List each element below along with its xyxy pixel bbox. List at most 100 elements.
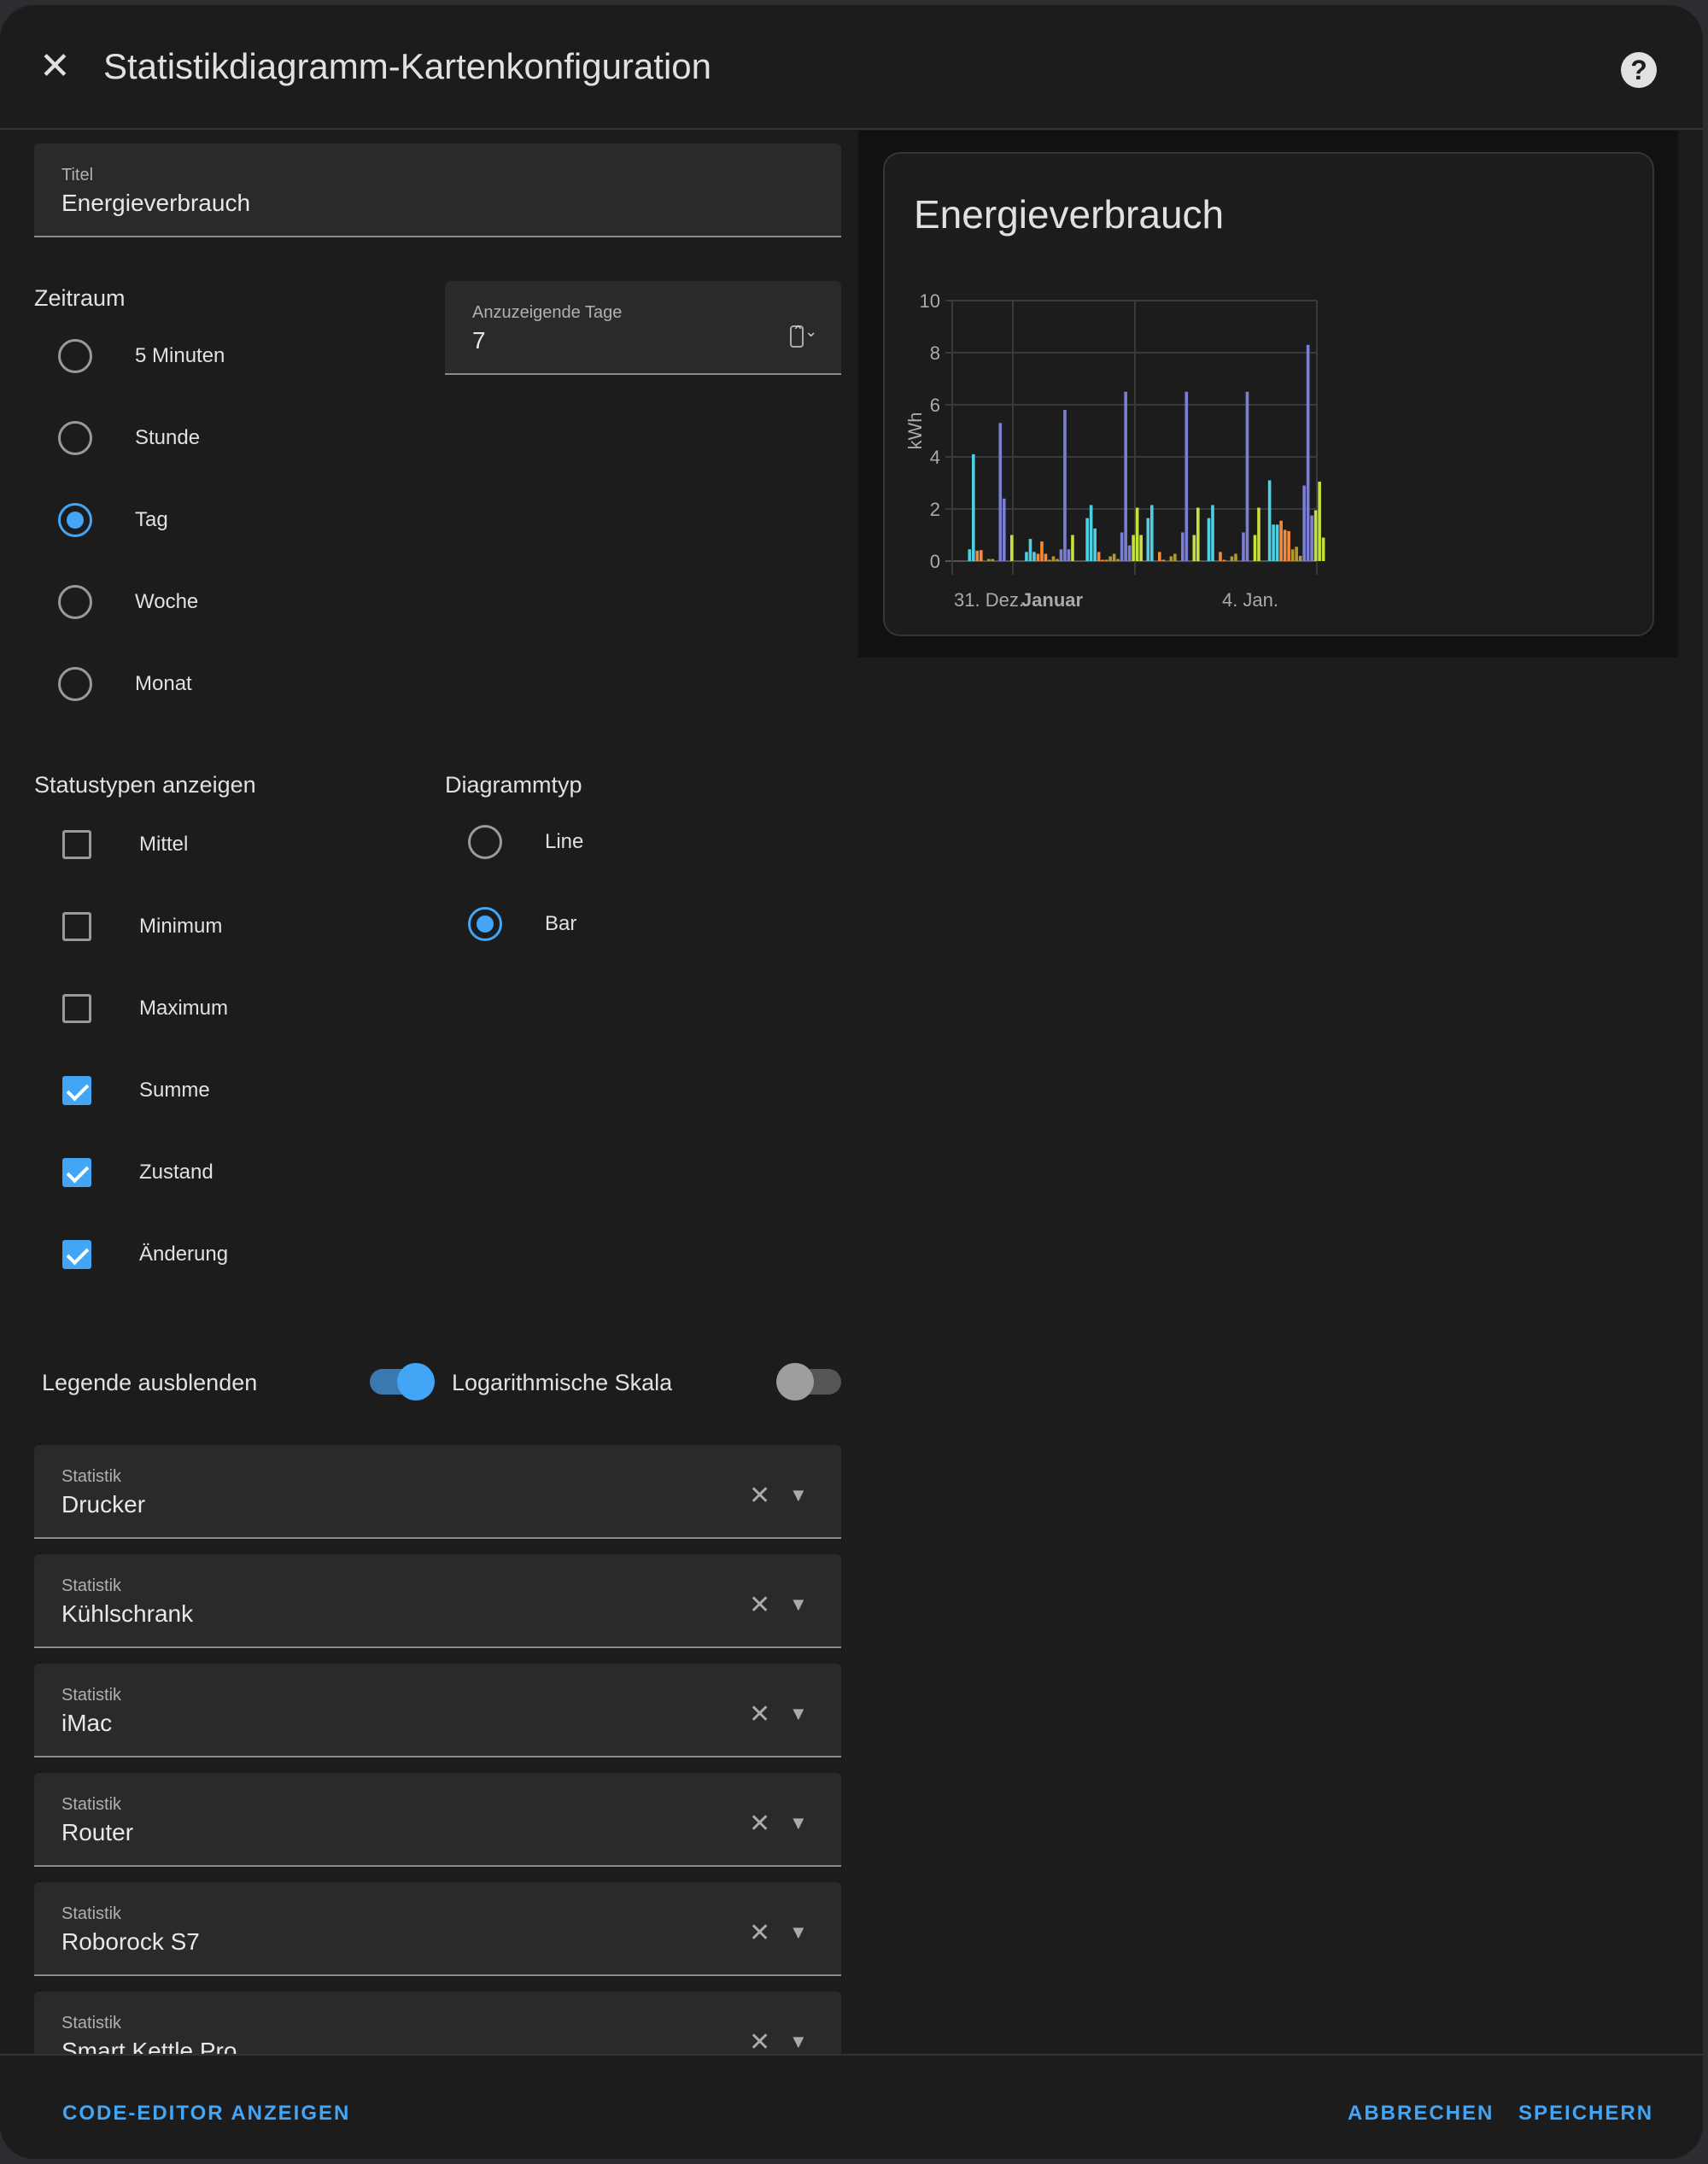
clear-icon[interactable]: ✕ xyxy=(749,1810,771,1838)
radio-button[interactable] xyxy=(468,907,502,941)
chart-type-option-label: Bar xyxy=(545,912,577,935)
bar xyxy=(1169,556,1173,561)
y-axis-label: kWh xyxy=(904,412,926,450)
period-label: Zeitraum xyxy=(34,285,126,311)
clear-icon[interactable]: ✕ xyxy=(749,1919,771,1947)
days-field-value: 7 xyxy=(472,327,486,354)
stat-type-option[interactable]: Minimum xyxy=(60,912,222,941)
checkbox[interactable] xyxy=(62,830,91,859)
save-button[interactable]: SPEICHERN xyxy=(1518,2102,1654,2125)
statistic-label: Statistik xyxy=(61,1686,122,1705)
bar xyxy=(1146,518,1150,561)
days-field-label: Anzuzeigende Tage xyxy=(472,303,623,322)
statistic-value: Router xyxy=(61,1819,134,1845)
spinner-icon[interactable]: ⌃⌄ xyxy=(790,324,817,348)
bar xyxy=(1219,552,1222,561)
checkbox[interactable] xyxy=(62,1240,91,1269)
period-option[interactable]: Woche xyxy=(58,585,198,619)
bar xyxy=(1116,559,1120,561)
bar xyxy=(975,550,980,561)
checkbox[interactable] xyxy=(62,912,91,941)
dialog-header: ✕ Statistikdiagramm-Kartenkonfiguration … xyxy=(0,5,1703,130)
clear-icon[interactable]: ✕ xyxy=(749,1700,771,1728)
statistic-picker[interactable]: Statistik Kühlschrank ✕ ▼ xyxy=(34,1554,841,1648)
radio-button[interactable] xyxy=(58,339,92,373)
stat-type-label: Minimum xyxy=(139,915,223,938)
stat-type-label: Summe xyxy=(139,1079,210,1102)
stat-type-option[interactable]: Mittel xyxy=(60,830,188,859)
period-option[interactable]: Monat xyxy=(58,667,192,701)
bar xyxy=(1112,553,1116,561)
period-option[interactable]: Stunde xyxy=(58,421,200,455)
bar xyxy=(1290,549,1295,561)
cancel-button[interactable]: ABBRECHEN xyxy=(1348,2102,1494,2125)
clear-icon[interactable]: ✕ xyxy=(749,1591,771,1619)
bar xyxy=(1196,507,1200,561)
y-tick-label: 0 xyxy=(930,551,940,572)
chart-type-option[interactable]: Line xyxy=(468,825,583,859)
bar xyxy=(1257,507,1261,561)
chevron-down-icon[interactable]: ▼ xyxy=(789,2031,808,2052)
bar xyxy=(1108,556,1112,561)
checkbox[interactable] xyxy=(62,1076,91,1105)
bar xyxy=(1211,505,1214,561)
period-option-label: Monat xyxy=(135,672,192,695)
statistic-picker[interactable]: Statistik iMac ✕ ▼ xyxy=(34,1664,841,1758)
bar xyxy=(1056,559,1059,561)
bar xyxy=(1097,552,1101,561)
period-option-label: Stunde xyxy=(135,426,201,449)
bar xyxy=(1032,552,1036,561)
stat-type-option[interactable]: Änderung xyxy=(60,1240,228,1269)
bar xyxy=(1048,559,1051,561)
chevron-down-icon[interactable]: ▼ xyxy=(789,1703,808,1724)
days-field[interactable]: Anzuzeigende Tage 7 ⌃⌄ xyxy=(445,281,841,375)
bar xyxy=(1120,532,1124,561)
bar xyxy=(1234,553,1237,561)
chevron-down-icon[interactable]: ▼ xyxy=(789,1812,808,1834)
bar xyxy=(1127,545,1132,561)
period-option[interactable]: 5 Minuten xyxy=(58,339,225,373)
bar xyxy=(1306,344,1310,561)
clear-icon[interactable]: ✕ xyxy=(749,2028,771,2056)
statistic-label: Statistik xyxy=(61,2014,122,2032)
radio-button[interactable] xyxy=(468,825,502,859)
code-editor-button[interactable]: CODE-EDITOR ANZEIGEN xyxy=(62,2102,351,2125)
chart-type-option[interactable]: Bar xyxy=(468,907,576,941)
bar xyxy=(1040,541,1044,561)
stat-type-option[interactable]: Zustand xyxy=(60,1158,214,1187)
bar xyxy=(1104,559,1108,561)
statistic-value: Roborock S7 xyxy=(61,1928,200,1955)
preview-panel: Energieverbrauch 0 2 4 6 8 10 kWh 31. Dez. Janua… xyxy=(858,131,1678,658)
radio-button[interactable] xyxy=(58,585,92,619)
stat-type-option[interactable]: Maximum xyxy=(60,994,228,1023)
chevron-down-icon[interactable]: ▼ xyxy=(789,1484,808,1506)
help-icon[interactable]: ? xyxy=(1621,52,1657,88)
statistic-picker[interactable]: Statistik Drucker ✕ ▼ xyxy=(34,1445,841,1539)
period-option[interactable]: Tag xyxy=(58,503,168,537)
bar xyxy=(1275,524,1279,561)
bar xyxy=(1036,553,1040,561)
x-tick-label: 4. Jan. xyxy=(1222,589,1278,611)
title-field[interactable]: Titel Energieverbrauch xyxy=(34,143,841,237)
bar xyxy=(1173,553,1177,561)
x-tick-label: Januar xyxy=(1021,589,1084,611)
chevron-down-icon[interactable]: ▼ xyxy=(789,1594,808,1615)
period-option-label: Tag xyxy=(135,508,168,531)
statistic-picker[interactable]: Statistik Roborock S7 ✕ ▼ xyxy=(34,1882,841,1976)
stat-type-label: Mittel xyxy=(139,833,189,856)
radio-button[interactable] xyxy=(58,503,92,537)
log-scale-toggle[interactable] xyxy=(776,1363,841,1401)
radio-button[interactable] xyxy=(58,421,92,455)
stat-type-option[interactable]: Summe xyxy=(60,1076,210,1105)
hide-legend-toggle[interactable] xyxy=(370,1363,435,1401)
statistic-picker[interactable]: Statistik Router ✕ ▼ xyxy=(34,1773,841,1867)
checkbox[interactable] xyxy=(62,994,91,1023)
log-scale-label: Logarithmische Skala xyxy=(452,1370,673,1395)
close-icon[interactable]: ✕ xyxy=(39,45,71,87)
bar xyxy=(1298,555,1302,561)
checkbox[interactable] xyxy=(62,1158,91,1187)
bar xyxy=(1139,535,1143,561)
chevron-down-icon[interactable]: ▼ xyxy=(789,1921,808,1943)
radio-button[interactable] xyxy=(58,667,92,701)
clear-icon[interactable]: ✕ xyxy=(749,1482,771,1510)
